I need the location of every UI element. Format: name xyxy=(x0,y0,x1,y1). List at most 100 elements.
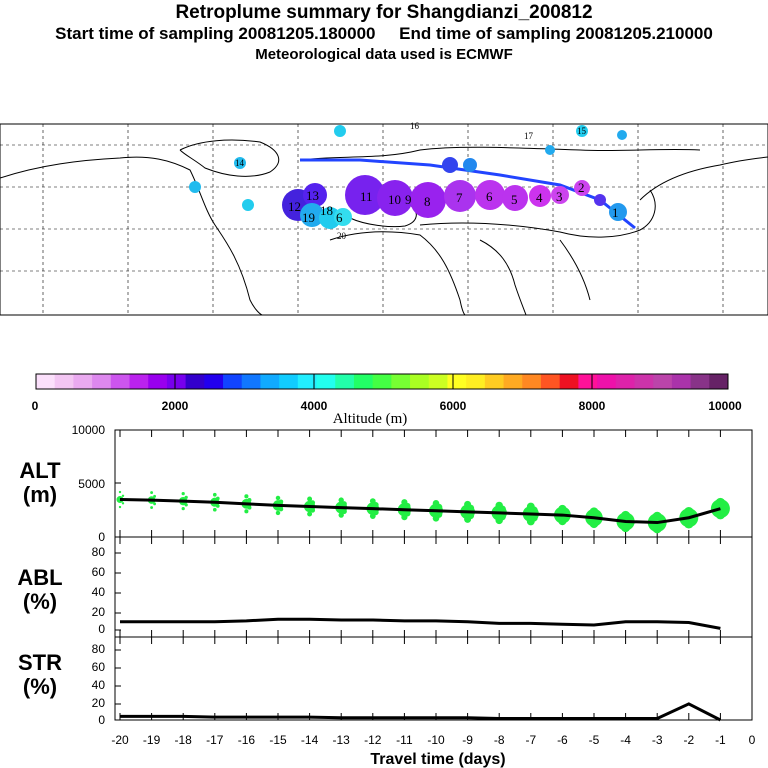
y-axis-ticks xyxy=(115,429,121,721)
colorbar-tick: 8000 xyxy=(579,399,606,413)
alt-dot xyxy=(432,499,440,507)
y-tick-label: 60 xyxy=(92,565,106,579)
x-tick-label: -15 xyxy=(269,733,287,747)
alt-dot xyxy=(184,495,188,500)
colorbar-segment xyxy=(166,374,187,389)
x-tick-label: -16 xyxy=(238,733,256,747)
alt-dot xyxy=(215,496,220,501)
plume-circle-labels: 12 13 11 19 18 6 10 9 8 7 6 5 4 3 2 1 20… xyxy=(235,121,619,241)
alt-y-tick-labels: 10000 5000 0 xyxy=(72,423,106,544)
plume-label: 5 xyxy=(511,192,518,207)
plume-label: 20 xyxy=(337,231,347,241)
y-tick-label: 20 xyxy=(92,696,106,710)
sampling-time-line: Start time of sampling 20081205.180000 E… xyxy=(55,24,713,43)
x-tick-label: -1 xyxy=(715,733,726,747)
alt-dot xyxy=(275,510,281,516)
colorbar-segment xyxy=(223,374,243,389)
plume-circle xyxy=(545,145,555,155)
colorbar-segment xyxy=(447,374,467,389)
plume-label: 15 xyxy=(577,126,587,136)
colorbar-segment xyxy=(484,374,505,389)
plume-circle xyxy=(334,208,352,226)
map-panel: 12 13 11 19 18 6 10 9 8 7 6 5 4 3 2 1 20… xyxy=(0,121,768,316)
plume-circle xyxy=(377,180,413,216)
plume-circle xyxy=(300,203,324,227)
plume-label: 4 xyxy=(536,190,543,205)
alt-dot xyxy=(278,499,284,504)
plume-circle xyxy=(303,183,327,207)
plume-label: 3 xyxy=(556,189,563,204)
plume-label: 17 xyxy=(524,131,534,141)
x-tick-label: -3 xyxy=(652,733,663,747)
alt-dot xyxy=(150,491,154,495)
panel-y-labels: ALT (m) ABL (%) STR (%) xyxy=(17,458,62,699)
alt-dot xyxy=(401,499,408,506)
plume-circle xyxy=(529,185,551,207)
x-tick-label: -7 xyxy=(525,733,536,747)
alt-dot xyxy=(153,494,157,498)
map-frame xyxy=(0,123,768,316)
plume-circle xyxy=(609,203,627,221)
plume-label: 19 xyxy=(302,210,315,225)
colorbar-segment xyxy=(540,374,561,389)
colorbar-segment xyxy=(372,374,392,389)
colorbar-tick: 10000 xyxy=(708,399,742,413)
plume-circle xyxy=(594,194,606,206)
plume-label: 1 xyxy=(612,205,619,220)
colorbar-segment xyxy=(428,374,448,389)
alt-dot xyxy=(369,498,376,505)
colorbar-segment xyxy=(634,374,654,389)
plume-circle xyxy=(334,125,346,137)
abl-line xyxy=(120,617,721,630)
y-tick-label: 80 xyxy=(92,545,106,559)
x-tick-label: -11 xyxy=(396,733,413,747)
colorbar-tick: 4000 xyxy=(301,399,328,413)
alt-dot xyxy=(495,501,503,510)
y-tick-label: 40 xyxy=(92,678,106,692)
plume-circle xyxy=(442,157,458,173)
plume-label: 14 xyxy=(235,158,245,168)
y-tick-label: 0 xyxy=(98,713,105,727)
str-y-tick-labels: 80 60 40 20 0 xyxy=(92,642,106,727)
alt-dot xyxy=(558,504,567,514)
x-tick-labels: -20 -19 -18 -17 -16 -15 -14 -13 -12 -11 -10 -9 -8 -7-… xyxy=(111,733,755,747)
colorbar-tick-labels: 0 2000 4000 6000 8000 10000 xyxy=(32,399,742,413)
plume-label: 11 xyxy=(360,189,373,204)
x-tick-label: -6 xyxy=(557,733,568,747)
colorbar-segment xyxy=(391,374,411,389)
chart-title: Retroplume summary for Shangdianzi_20081… xyxy=(175,2,593,23)
alt-ylabel: ALT xyxy=(19,458,61,483)
str-ylabel-unit: (%) xyxy=(23,674,57,699)
x-axis-label: Travel time (days) xyxy=(370,751,505,768)
colorbar-segment xyxy=(110,374,131,389)
colorbar-frame xyxy=(35,373,729,390)
colorbar-segment xyxy=(335,374,355,389)
alt-dot xyxy=(338,512,344,518)
colorbar-segment xyxy=(260,374,280,389)
colorbar-segment xyxy=(148,374,168,389)
panels-frame xyxy=(114,429,753,721)
plume-circle xyxy=(617,130,627,140)
plume-circle xyxy=(242,199,254,211)
alt-dot xyxy=(118,490,122,494)
x-axis-ticks xyxy=(119,430,753,720)
colorbar-segment xyxy=(615,374,635,389)
plume-circle xyxy=(345,175,385,215)
alt-dot xyxy=(212,492,217,497)
colorbar-segment xyxy=(316,374,336,389)
plume-circle xyxy=(410,182,446,218)
colorbar-segment xyxy=(410,374,430,389)
plume-label: 6 xyxy=(336,210,343,225)
plume-circle xyxy=(234,157,246,169)
alt-dot xyxy=(307,511,313,517)
abl-ylabel-unit: (%) xyxy=(23,589,57,614)
plume-label: 12 xyxy=(288,199,301,214)
alt-dot xyxy=(621,510,631,521)
colorbar-segment xyxy=(559,374,579,389)
colorbar-label: Altitude (m) xyxy=(333,411,408,427)
plume-circle xyxy=(574,180,590,196)
plume-circle xyxy=(475,180,505,210)
y-tick-label: 10000 xyxy=(72,423,106,437)
colorbar-segment xyxy=(597,374,617,389)
